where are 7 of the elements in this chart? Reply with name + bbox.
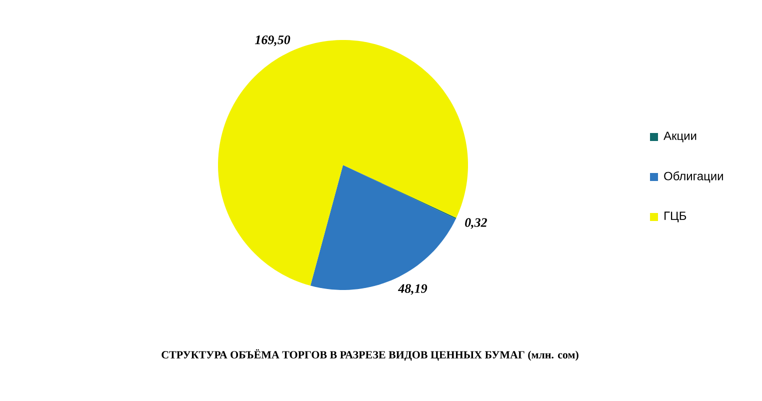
text: СТРУКТУРА ОБЪЁМА ТОРГОВ В РАЗРЕЗЕ ВИДОВ ЦЕННЫХ БУМАГ (млн. сом) (162, 349, 578, 361)
legend-label: ГЦБ (664, 212, 686, 222)
data-label: 169,50 (255, 35, 290, 46)
data-label: 48,19 (398, 284, 428, 295)
data-label: 0,32 (465, 218, 487, 229)
legend-label: Акции (664, 132, 696, 142)
legend-label: Облигации (664, 171, 723, 183)
